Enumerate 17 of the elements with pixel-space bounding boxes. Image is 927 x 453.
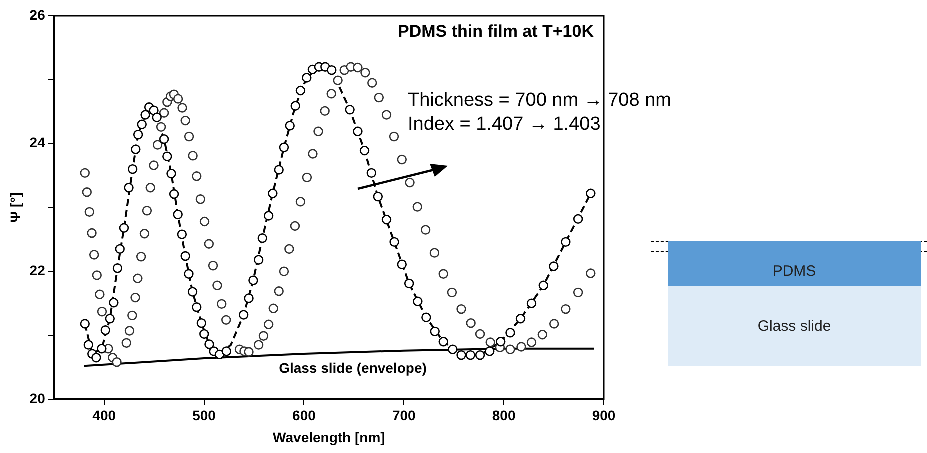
y-axis-title: Ψ [°] bbox=[7, 192, 24, 223]
chart-title: PDMS thin film at T+10K bbox=[398, 22, 595, 42]
y-tick-label: 26 bbox=[30, 6, 46, 23]
x-tick-label: 800 bbox=[492, 408, 516, 424]
y-tick-label: 22 bbox=[30, 262, 46, 278]
x-tick-label: 700 bbox=[392, 408, 416, 424]
layer-diagram: PDMS Glass slide bbox=[651, 239, 927, 367]
annotation: Glass slide (envelope) bbox=[279, 360, 427, 376]
x-tick-label: 400 bbox=[92, 408, 116, 424]
annotation: Thickness = 700 nm → 708 nm bbox=[408, 90, 672, 112]
x-tick-label: 500 bbox=[192, 408, 216, 424]
x-tick-label: 900 bbox=[592, 408, 616, 424]
y-tick-label: 20 bbox=[30, 390, 46, 406]
y-tick-label: 24 bbox=[30, 134, 46, 151]
x-tick-label: 600 bbox=[292, 408, 316, 424]
annotation: Index = 1.407 → 1.403 bbox=[408, 114, 601, 136]
x-axis-title: Wavelength [nm] bbox=[273, 429, 386, 446]
